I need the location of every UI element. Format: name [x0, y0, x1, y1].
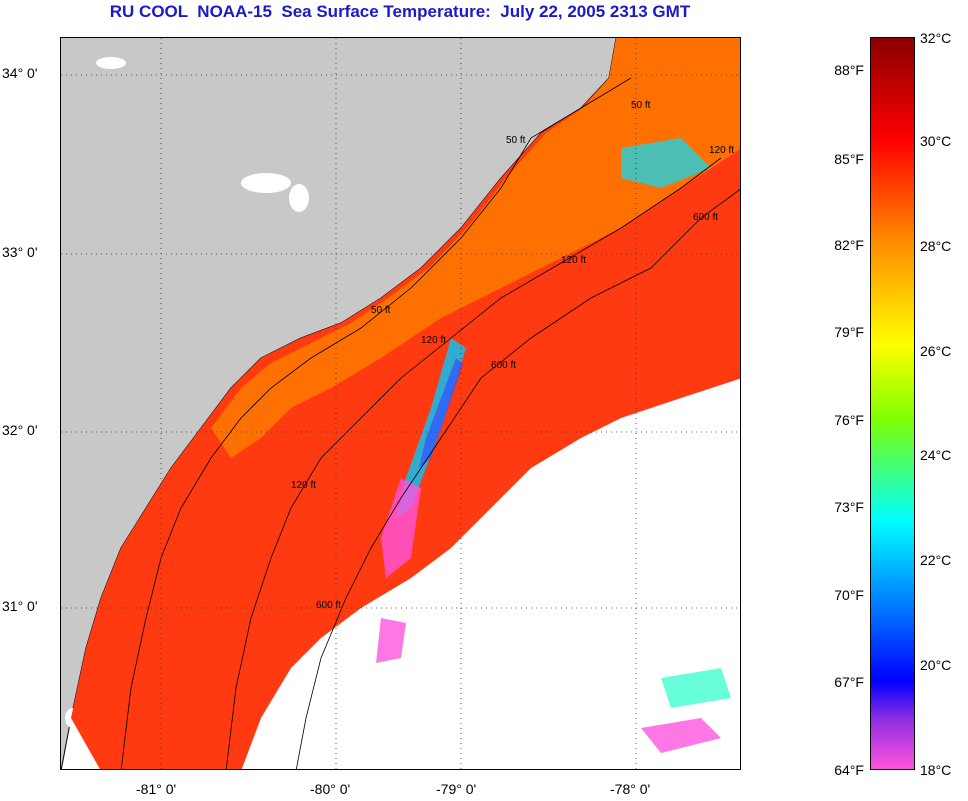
colorbar-celsius-label: 22°C: [920, 552, 952, 568]
land-cloud: [96, 57, 126, 69]
colorbar-celsius-label: 20°C: [920, 657, 952, 673]
isobath-label: 50 ft: [506, 135, 526, 146]
isobath-label: 120 ft: [561, 255, 586, 266]
isobath-label: 600 ft: [693, 212, 718, 223]
cool-filament: [621, 138, 711, 188]
colorbar-celsius-label: 30°C: [920, 133, 952, 149]
cool-filament: [641, 718, 721, 753]
sst-map: 50 ft 50 ft 120 ft 120 ft 600 ft 600 ft …: [60, 37, 741, 770]
colorbar-fahrenheit-label: 79°F: [834, 324, 864, 340]
longitude-label: -78° 0': [610, 781, 651, 797]
land-cloud: [241, 173, 291, 193]
colorbar-fahrenheit-label: 73°F: [834, 499, 864, 515]
colorbar-fahrenheit-label: 85°F: [834, 151, 864, 167]
sst-map-canvas: 50 ft 50 ft 120 ft 120 ft 600 ft 600 ft …: [61, 38, 740, 769]
isobath-label: 120 ft: [709, 145, 734, 156]
colorbar-celsius-label: 32°C: [920, 30, 952, 46]
latitude-label: 33° 0': [2, 244, 38, 260]
longitude-label: -81° 0': [136, 781, 177, 797]
colorbar-celsius-label: 24°C: [920, 447, 952, 463]
land-cloud: [289, 184, 309, 212]
isobath-600ft: [295, 188, 740, 769]
isobath-120ft: [225, 157, 722, 769]
isobath-label: 50 ft: [371, 305, 391, 316]
colorbar-fahrenheit-label: 82°F: [834, 237, 864, 253]
longitude-label: -80° 0': [310, 781, 351, 797]
colorbar-fahrenheit-label: 67°F: [834, 674, 864, 690]
isobath-label: 600 ft: [316, 600, 341, 611]
shelf-water: [211, 38, 740, 458]
temperature-colorbar: [870, 37, 915, 770]
cool-filament: [381, 478, 421, 578]
graticule: [61, 38, 740, 769]
cool-filament: [419, 358, 463, 468]
cloud-cover: [321, 379, 740, 769]
cool-filament: [376, 618, 406, 663]
isobath-50ft: [120, 77, 632, 769]
isobath-label: 120 ft: [421, 335, 446, 346]
land-area: [61, 38, 616, 769]
isobath-label: 600 ft: [491, 360, 516, 371]
map-title: RU COOL NOAA-15 Sea Surface Temperature:…: [109, 2, 691, 21]
longitude-label: -79° 0': [436, 781, 477, 797]
isobath-label: 120 ft: [291, 480, 316, 491]
colorbar-fahrenheit-label: 70°F: [834, 587, 864, 603]
colorbar-celsius-label: 28°C: [920, 238, 952, 254]
colorbar-fahrenheit-label: 76°F: [834, 412, 864, 428]
cool-filament: [661, 668, 731, 708]
colorbar-celsius-label: 26°C: [920, 343, 952, 359]
colorbar-celsius-label: 18°C: [920, 762, 952, 778]
latitude-label: 34° 0': [2, 65, 38, 81]
colorbar-fahrenheit-label: 64°F: [834, 762, 864, 778]
isobath-label: 50 ft: [631, 100, 651, 111]
latitude-label: 31° 0': [2, 598, 38, 614]
latitude-label: 32° 0': [2, 422, 38, 438]
colorbar-fahrenheit-label: 88°F: [834, 62, 864, 78]
